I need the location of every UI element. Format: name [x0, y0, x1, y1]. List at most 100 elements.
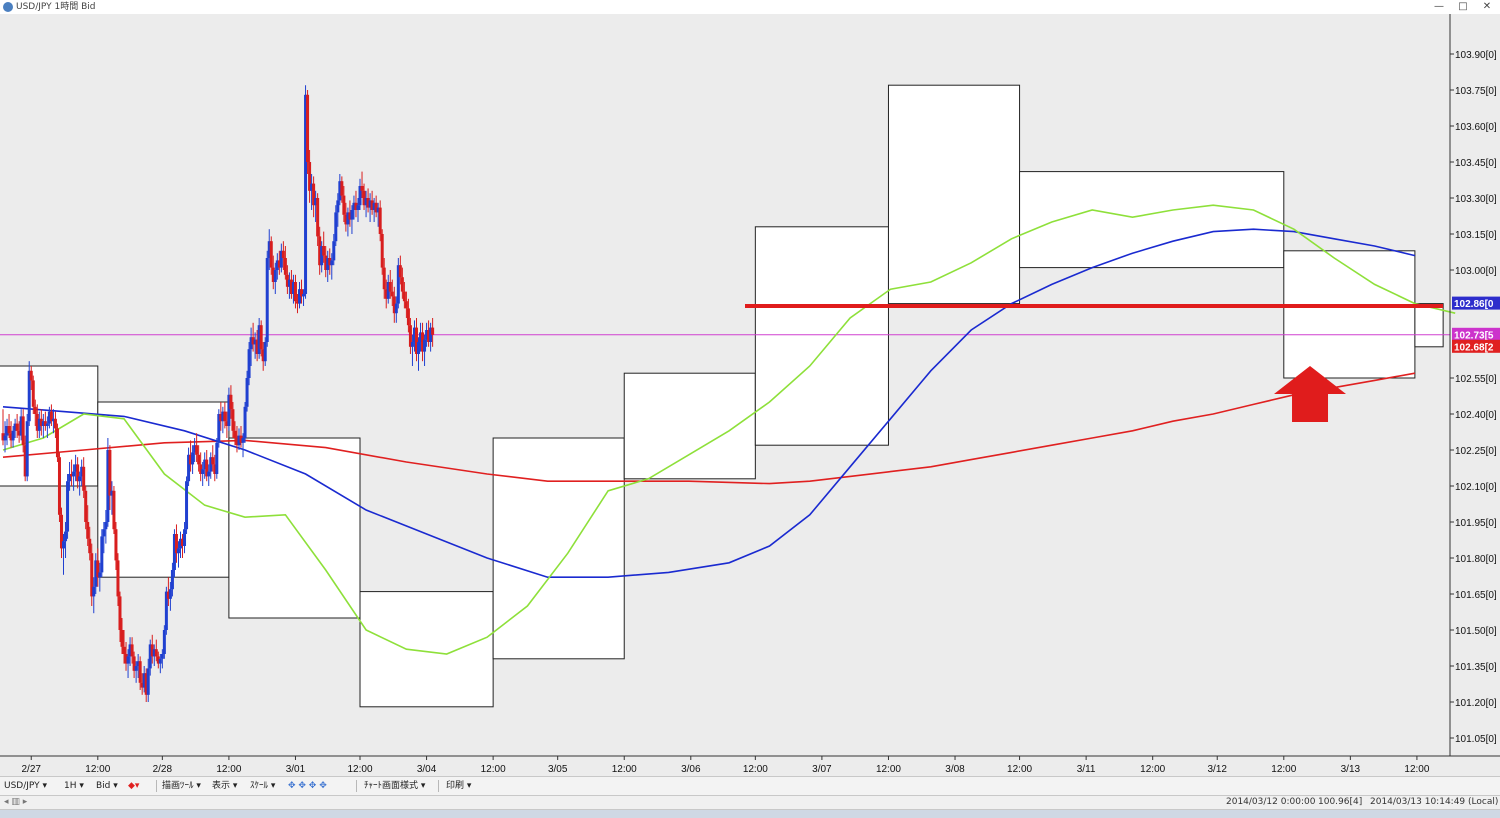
candle-body [293, 282, 297, 302]
candle-body [41, 421, 45, 426]
candle-body [410, 342, 414, 347]
candle-body [267, 241, 271, 258]
chart-style-dropdown[interactable]: ﾁｬｰﾄ画面様式 ▾ [364, 781, 426, 791]
candle-body [380, 234, 384, 268]
time-tick-label: 3/11 [1077, 764, 1096, 775]
candle-body [51, 418, 55, 422]
candle-body [344, 214, 348, 225]
range-box [359, 591, 494, 708]
chart-toolbar: USD/JPY ▾ 1H ▾ Bid ▾ ◆▾ 描画ﾂｰﾙ ▾ 表示 ▾ ｽｹｰ… [0, 776, 1500, 796]
candle-body [408, 325, 412, 347]
candle-body [279, 250, 283, 268]
candle-body [312, 183, 316, 206]
scroll-control[interactable]: ◂ ▥ ▸ [4, 797, 28, 807]
candle-body [404, 301, 408, 309]
close-button[interactable]: ✕ [1482, 1, 1492, 12]
candle-body [37, 418, 41, 431]
candle-body [265, 258, 269, 342]
color-icon[interactable]: ◆▾ [128, 781, 140, 791]
time-tick-label: 12:00 [876, 764, 901, 775]
candle-body [29, 370, 33, 381]
price-badge-label: 102.86[0 [1454, 299, 1494, 310]
range-box [754, 226, 889, 446]
candle-body [195, 445, 199, 455]
candle-body [62, 541, 66, 549]
candle-body [213, 464, 217, 474]
time-tick-label: 3/08 [945, 764, 965, 775]
candle-body [366, 198, 370, 208]
maximize-button[interactable]: □ [1458, 1, 1468, 12]
candle-body [88, 538, 92, 554]
view-dropdown[interactable]: 表示 ▾ [212, 781, 238, 791]
time-tick-label: 12:00 [216, 764, 241, 775]
drawing-tools-dropdown[interactable]: 描画ﾂｰﾙ ▾ [162, 781, 201, 791]
candle-body [304, 94, 308, 294]
candle-body [136, 661, 140, 666]
candle-body [400, 277, 404, 292]
candle-body [306, 94, 310, 162]
time-tick-label: 3/06 [681, 764, 701, 775]
candle-body [64, 531, 68, 542]
candle-body [247, 349, 251, 378]
candle-body [342, 195, 346, 215]
candle-body [98, 572, 102, 578]
candle-body [283, 258, 287, 275]
window-title: USD/JPY 1時間 Bid [16, 2, 96, 12]
candle-body [1, 433, 5, 441]
candle-body [425, 330, 429, 340]
price-side-dropdown[interactable]: Bid ▾ [96, 781, 118, 791]
price-tick-label: 102.10[0] [1455, 482, 1497, 493]
symbol-dropdown[interactable]: USD/JPY ▾ [4, 781, 48, 791]
candle-body [144, 673, 148, 695]
time-tick-label: 12:00 [743, 764, 768, 775]
toolbar-divider [156, 780, 157, 792]
minimize-button[interactable]: — [1434, 1, 1444, 12]
candle-body [55, 428, 59, 458]
candle-body [84, 490, 88, 522]
price-tick-label: 101.95[0] [1455, 518, 1497, 529]
candle-body [86, 522, 90, 539]
range-box [97, 401, 230, 578]
candle-body [257, 325, 261, 354]
candle-body [116, 560, 120, 597]
candle-body [217, 414, 221, 443]
price-chart[interactable]: 103.90[0] 103.75[0] 103.60[0] 103.45[0] 103.… [0, 14, 1500, 776]
price-tick-label: 102.25[0] [1455, 446, 1497, 457]
candle-body [110, 490, 114, 496]
local-time: 2014/03/13 10:14:49 (Local) [1370, 797, 1499, 807]
candle-body [324, 255, 328, 270]
toolbar-divider [356, 780, 357, 792]
candle-body [388, 282, 392, 292]
candle-body [390, 291, 394, 297]
candle-body [398, 265, 402, 278]
candle-body [19, 416, 23, 436]
candle-body [378, 207, 382, 234]
candle-body [277, 260, 281, 268]
candle-body [402, 291, 406, 302]
print-dropdown[interactable]: 印刷 ▾ [446, 781, 472, 791]
candle-body [346, 212, 350, 225]
price-tick-label: 101.05[0] [1455, 734, 1497, 745]
candle-body [302, 294, 306, 297]
candle-body [203, 459, 207, 470]
timeframe-dropdown[interactable]: 1H ▾ [64, 781, 84, 791]
candle-body [384, 289, 388, 299]
candle-body [261, 349, 265, 362]
candle-body [70, 474, 74, 477]
price-badge [1452, 327, 1500, 341]
candle-body [130, 644, 134, 657]
candle-body [154, 649, 158, 657]
candle-body [170, 570, 174, 590]
candle-body [318, 236, 322, 266]
candle-body [225, 421, 229, 426]
candle-body [291, 282, 295, 294]
candle-body [172, 534, 176, 570]
candle-body [92, 586, 96, 597]
scale-dropdown[interactable]: ｽｹｰﾙ ▾ [250, 781, 276, 791]
time-tick-label: 3/12 [1207, 764, 1227, 775]
zoom-tools-icon[interactable]: ✥ ✥ ✥ ✥ [288, 781, 327, 791]
candle-body [76, 464, 80, 482]
candle-body [271, 267, 275, 282]
candle-body [140, 682, 144, 688]
candle-body [132, 656, 136, 671]
